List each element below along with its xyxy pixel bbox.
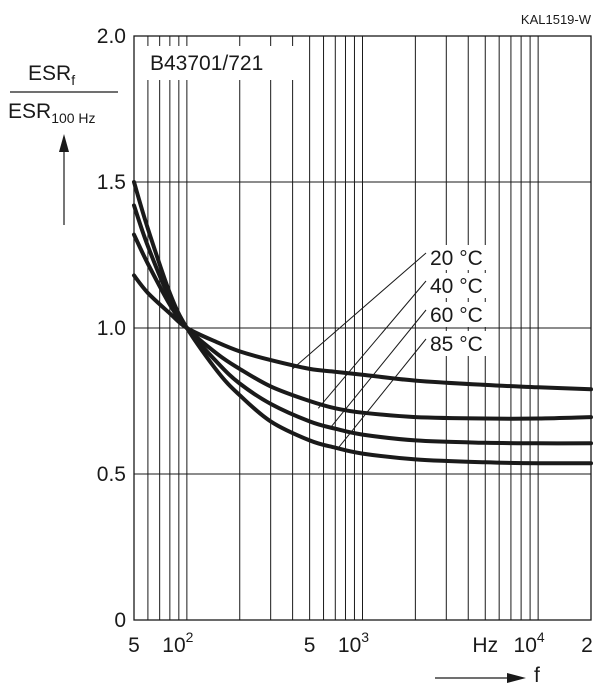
series-label-background bbox=[428, 245, 494, 270]
plot-frame bbox=[133, 35, 592, 621]
y-tick-labels: 0 0.5 1.0 1.5 2.0 bbox=[97, 25, 126, 632]
title-background bbox=[142, 46, 294, 80]
x-tick-10000: 104 bbox=[514, 629, 545, 657]
series-leader-line bbox=[329, 309, 427, 430]
series-leader-line bbox=[292, 252, 427, 370]
series-label-2: 40 °C bbox=[430, 275, 483, 298]
y-tick-label: 1.0 bbox=[97, 317, 126, 340]
x-axis-label: f bbox=[534, 664, 540, 686]
series-line-4 bbox=[132, 180, 593, 466]
y-tick-label: 1.5 bbox=[97, 171, 126, 194]
series-labels: 20 °C 40 °C 60 °C 85 °C bbox=[292, 245, 494, 449]
series-leader-line bbox=[338, 338, 427, 449]
x-tick-5: 5 bbox=[128, 634, 140, 657]
y-tick-label: 2.0 bbox=[97, 25, 126, 48]
y-tick-label: 0.5 bbox=[97, 463, 126, 486]
x-arrow-head bbox=[507, 673, 526, 683]
x-axis-unit: Hz bbox=[472, 634, 498, 657]
x-tick-1000: 103 bbox=[338, 629, 369, 657]
series-label-1: 20 °C bbox=[430, 247, 483, 270]
x-tick-100: 102 bbox=[162, 629, 193, 657]
series-label-background bbox=[428, 302, 494, 327]
series-label-background bbox=[428, 273, 494, 298]
x-axis-arrow-icon bbox=[435, 673, 526, 683]
grid bbox=[134, 36, 591, 620]
x-tick-500: 5 bbox=[304, 634, 316, 657]
series-line-2 bbox=[132, 232, 593, 421]
series-label-4: 85 °C bbox=[430, 333, 483, 356]
series-line-1 bbox=[132, 273, 593, 392]
ylabel-numerator: ESRf bbox=[28, 62, 75, 88]
y-tick-label: 0 bbox=[114, 609, 126, 632]
series-leader-line bbox=[317, 280, 427, 409]
x-tick-20000: 2 bbox=[581, 634, 593, 657]
series-label-3: 60 °C bbox=[430, 304, 483, 327]
y-arrow-head bbox=[59, 134, 69, 152]
y-axis-arrow-icon bbox=[59, 134, 69, 225]
series-label-background bbox=[428, 331, 494, 356]
series-lines bbox=[132, 180, 593, 466]
ylabel-denominator: ESR100 Hz bbox=[8, 100, 96, 126]
chart-title: B43701/721 bbox=[150, 52, 263, 75]
drawing-code: KAL1519-W bbox=[521, 12, 592, 27]
